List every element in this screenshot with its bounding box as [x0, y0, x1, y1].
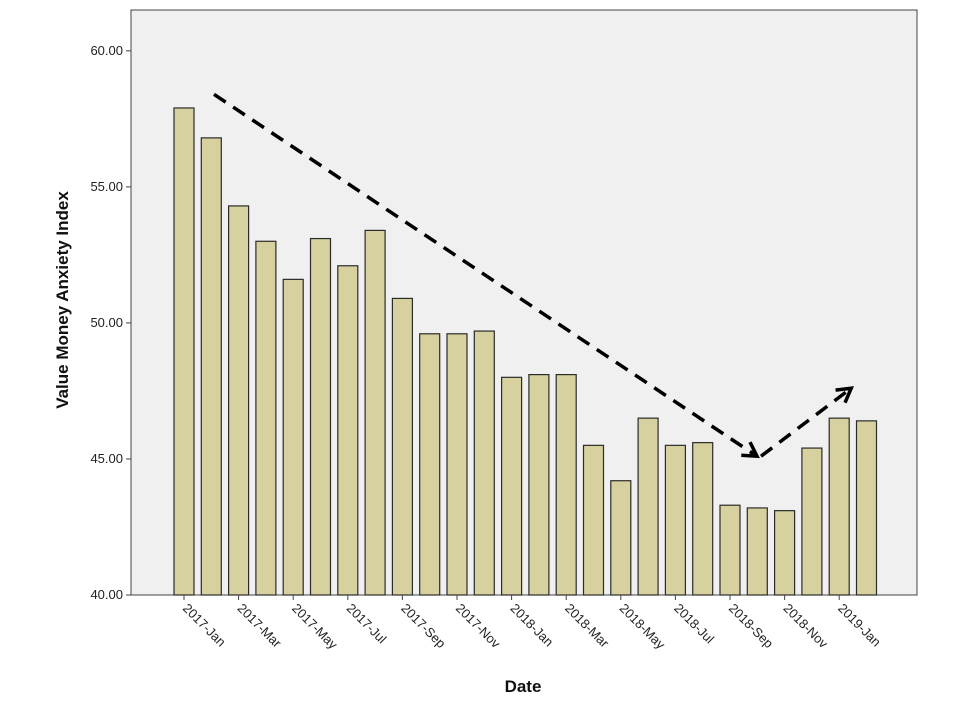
bar-2017-Sep — [391, 297, 413, 596]
bar-2017-May — [282, 278, 304, 596]
bar-2019-Feb — [855, 420, 878, 596]
y-axis-title: Value Money Anxiety Index — [53, 191, 72, 409]
bar-2017-Jun — [309, 237, 332, 596]
y-tick-label: 55.00 — [90, 179, 123, 194]
y-tick-label: 40.00 — [90, 587, 123, 602]
bar-2018-May — [610, 480, 632, 596]
y-axis: 40.00 45.00 50.00 55.00 60.00 — [90, 43, 131, 602]
y-tick-label: 60.00 — [90, 43, 123, 58]
x-tick-label: 2018-Mar — [562, 601, 612, 651]
y-tick-label: 45.00 — [90, 451, 123, 466]
bar-2018-Aug — [692, 442, 714, 596]
x-tick-label: 2017-May — [289, 601, 341, 653]
bar-2017-Jan — [173, 107, 195, 596]
bar-2018-Jun — [637, 417, 659, 596]
bar-2017-Feb — [200, 137, 222, 596]
x-tick-label: 2018-Nov — [780, 601, 831, 652]
bar-2017-Oct — [419, 333, 441, 596]
x-tick-label: 2018-Sep — [726, 601, 776, 651]
bar-2017-Apr — [255, 240, 277, 596]
x-tick-label: 2017-Mar — [234, 601, 284, 651]
bar-2018-Feb — [528, 374, 550, 596]
bar-2018-Dec — [801, 447, 823, 596]
bar-2018-Apr — [582, 444, 605, 596]
bar-2018-Nov — [773, 510, 796, 596]
trend-arrow-down-line — [213, 92, 758, 458]
bar-2017-Aug — [364, 229, 386, 596]
bar-2017-Dec — [473, 330, 495, 596]
y-tick-label: 50.00 — [90, 315, 123, 330]
x-tick-label: 2017-Jul — [344, 601, 390, 647]
trend-arrow-up-line — [759, 386, 853, 458]
trend-arrow-up-head — [835, 386, 854, 404]
x-tick-label: 2018-Jan — [507, 601, 556, 650]
x-tick-label: 2017-Nov — [453, 601, 504, 652]
x-tick-label: 2019-Jan — [835, 601, 884, 650]
x-axis: 2017-Jan 2017-Mar 2017-May 2017-Jul 2017-Sep… — [180, 595, 884, 652]
bar-2018-Jan — [501, 376, 523, 596]
trend-arrow-up — [759, 386, 854, 458]
bar-2017-Mar — [228, 205, 250, 596]
bar-2018-Mar — [555, 374, 577, 596]
bar-2017-Nov — [446, 333, 468, 596]
x-tick-label: 2018-May — [617, 601, 669, 653]
bars — [173, 107, 878, 596]
trend-annotations — [213, 92, 854, 459]
bar-2018-Jul — [664, 444, 687, 596]
bar-2018-Sep — [719, 504, 741, 596]
x-axis-title: Date — [505, 677, 542, 696]
bar-2019-Jan — [828, 417, 850, 596]
bar-2018-Oct — [746, 507, 768, 596]
x-tick-label: 2018-Jul — [671, 601, 717, 647]
bar-2017-Jul — [337, 265, 359, 596]
trend-arrow-down-head — [741, 441, 760, 459]
trend-arrow-down — [213, 92, 760, 459]
x-tick-label: 2017-Jan — [180, 601, 229, 650]
x-tick-label: 2017-Sep — [398, 601, 448, 651]
